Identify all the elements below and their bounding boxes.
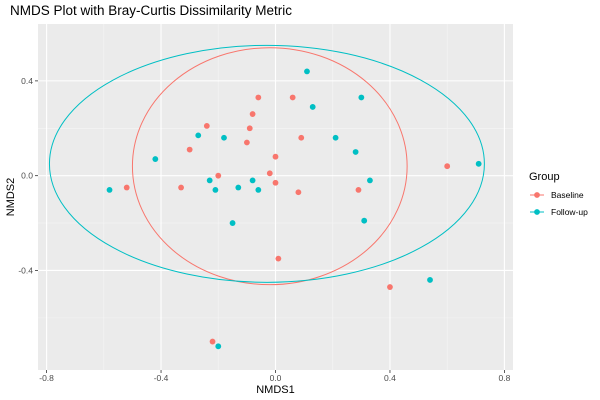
x-tick-label: -0.4 (154, 373, 169, 383)
point-baseline (272, 179, 279, 186)
y-tick-label: -0.4 (18, 265, 33, 275)
x-tick-label: 0.8 (499, 373, 511, 383)
point-follow-up (332, 134, 339, 141)
point-follow-up (229, 220, 236, 226)
point-baseline (249, 111, 256, 117)
x-axis-title: NMDS1 (256, 384, 295, 396)
point-baseline (289, 94, 296, 101)
y-tick-label: 0.0 (21, 171, 33, 181)
y-axis-title: NMDS2 (5, 178, 17, 217)
legend-label: Baseline (551, 190, 584, 200)
point-follow-up (206, 177, 213, 184)
point-follow-up (195, 132, 202, 139)
grid (38, 24, 513, 370)
legend-item-baseline: Baseline (530, 190, 584, 200)
point-baseline (209, 338, 216, 345)
point-follow-up (352, 149, 359, 155)
point-baseline (186, 146, 193, 153)
legend-label: Follow-up (551, 207, 588, 217)
legend-key-point (534, 209, 540, 215)
point-follow-up (475, 160, 482, 167)
point-follow-up (212, 186, 219, 193)
point-baseline (387, 284, 393, 290)
point-baseline (266, 170, 273, 177)
point-baseline (203, 123, 210, 129)
point-baseline (178, 184, 184, 191)
x-tick-label: -0.8 (39, 373, 54, 383)
legend-key-point (534, 192, 540, 198)
point-follow-up (309, 104, 316, 110)
legend-title: Group (529, 171, 560, 183)
legend-item-follow-up: Follow-up (530, 207, 588, 217)
point-follow-up (249, 177, 256, 184)
point-follow-up (106, 186, 113, 193)
point-follow-up (255, 186, 262, 193)
point-follow-up (304, 68, 310, 75)
point-baseline (298, 134, 305, 141)
point-follow-up (221, 134, 227, 141)
point-follow-up (367, 177, 373, 184)
point-baseline (123, 184, 130, 191)
point-baseline (355, 186, 362, 193)
chart-title: NMDS Plot with Bray-Curtis Dissimilarity… (10, 3, 292, 18)
point-follow-up (215, 343, 222, 350)
confidence-ellipses (48, 44, 485, 286)
data-points (106, 68, 482, 350)
ellipse-follow-up (48, 44, 485, 283)
legend: Group Baseline Follow-up (529, 171, 588, 217)
point-baseline (275, 255, 282, 262)
x-tick-label: 0.4 (384, 373, 396, 383)
point-follow-up (235, 184, 242, 191)
point-baseline (246, 125, 253, 132)
x-tick-label: 0.0 (270, 373, 282, 383)
point-baseline (215, 172, 222, 179)
point-follow-up (152, 156, 159, 162)
point-follow-up (358, 94, 365, 101)
point-baseline (295, 189, 302, 196)
point-baseline (444, 163, 451, 170)
point-follow-up (361, 217, 368, 224)
point-follow-up (427, 277, 433, 283)
point-baseline (255, 94, 262, 101)
ellipse-baseline (131, 47, 408, 286)
point-baseline (272, 153, 279, 160)
point-baseline (243, 139, 250, 146)
y-tick-label: 0.4 (21, 76, 33, 86)
axes: -0.8 -0.4 0.0 0.4 0.8 -0.4 0.0 0.4 (18, 76, 510, 383)
